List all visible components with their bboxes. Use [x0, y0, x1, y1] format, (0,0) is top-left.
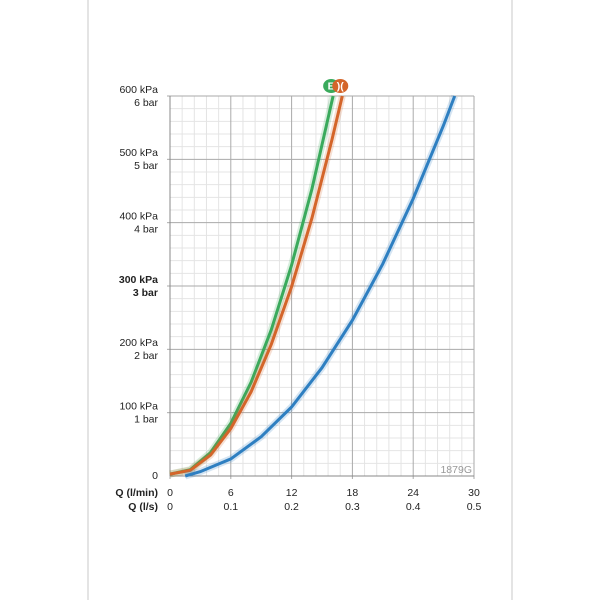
line: [184, 95, 457, 478]
x-tick-label: 6: [228, 487, 234, 499]
x2-tick-label: 0.5: [467, 501, 482, 513]
legend-label: )(: [337, 80, 344, 92]
legend-badge: [332, 79, 349, 93]
x-tick-label: 0: [167, 487, 173, 499]
x-tick-label: 30: [468, 487, 480, 499]
x2-tick-label: 0.1: [223, 501, 238, 513]
line: [169, 95, 344, 476]
y-tick-label: 600 kPa: [119, 84, 158, 96]
y2-tick-label: 5 bar: [134, 160, 158, 172]
y2-tick-label: 6 bar: [134, 97, 158, 109]
y2-tick-label: 1 bar: [134, 413, 158, 425]
y-tick-label: 0: [152, 470, 158, 482]
y2-tick-label: 2 bar: [134, 350, 158, 362]
y-tick-label: 100 kPa: [119, 400, 158, 412]
x-tick-label: 24: [407, 487, 419, 499]
x2-tick-label: 0.4: [406, 501, 421, 513]
legend-label: E: [328, 80, 335, 92]
x2-tick-label: 0.3: [345, 501, 360, 513]
x2-axis-label: Q (l/s): [128, 501, 158, 513]
y2-tick-label: 3 bar: [133, 287, 158, 299]
x-tick-label: 18: [347, 487, 359, 499]
annotation: 1879G: [440, 464, 472, 476]
y2-tick-label: 4 bar: [134, 223, 158, 235]
x-tick-label: 12: [286, 487, 298, 499]
sheet: [87, 0, 513, 600]
y-tick-label: 200 kPa: [119, 337, 158, 349]
x2-tick-label: 0: [167, 501, 173, 513]
x-axis-label: Q (l/min): [115, 487, 158, 499]
y-tick-label: 300 kPa: [119, 274, 158, 286]
y-tick-label: 400 kPa: [119, 210, 158, 222]
x2-tick-label: 0.2: [284, 501, 299, 513]
y-tick-label: 500 kPa: [119, 147, 158, 159]
